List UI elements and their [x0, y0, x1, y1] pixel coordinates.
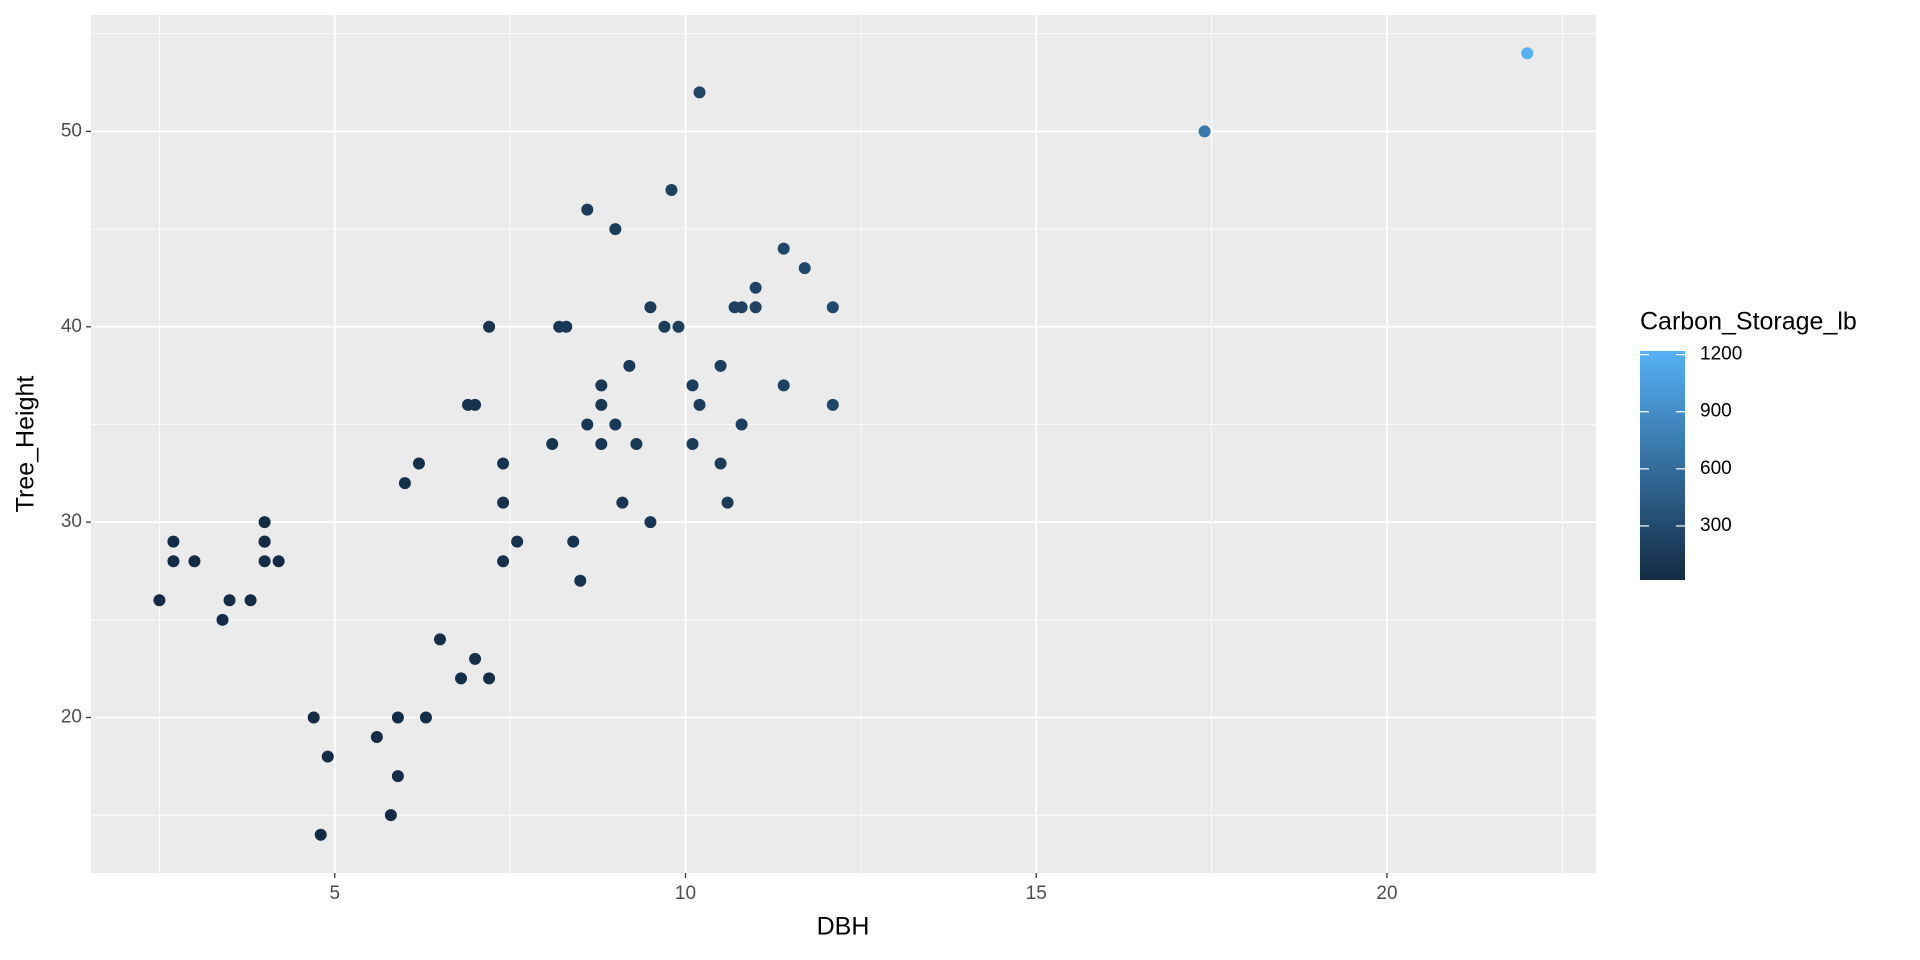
point — [188, 555, 201, 568]
point — [216, 613, 229, 626]
point — [714, 359, 727, 372]
point — [609, 418, 622, 431]
point — [644, 301, 657, 314]
point — [735, 418, 748, 431]
y-tick-label: 40 — [61, 316, 82, 337]
point — [398, 477, 411, 490]
point — [595, 398, 608, 411]
point — [1521, 47, 1534, 60]
point — [623, 359, 636, 372]
legend-label: 300 — [1700, 515, 1732, 536]
point — [630, 438, 643, 450]
point — [595, 379, 608, 392]
point — [1198, 125, 1211, 138]
legend-label: 1200 — [1700, 344, 1742, 365]
point — [798, 262, 811, 275]
point — [258, 516, 271, 529]
point — [574, 574, 587, 587]
point — [511, 535, 524, 548]
point — [721, 496, 734, 509]
point — [412, 457, 425, 470]
point — [595, 438, 608, 450]
point — [391, 770, 404, 783]
panel — [91, 15, 1596, 873]
point — [826, 301, 839, 314]
point — [714, 457, 727, 470]
point — [665, 184, 678, 197]
point — [258, 555, 271, 568]
point — [384, 809, 397, 822]
point — [672, 320, 685, 333]
point — [616, 496, 629, 509]
colorbar — [1640, 351, 1685, 580]
point — [581, 203, 594, 216]
point — [307, 711, 320, 724]
point — [560, 320, 573, 333]
point — [658, 320, 671, 333]
point — [693, 86, 706, 99]
point — [223, 594, 236, 607]
x-axis-title: DBH — [817, 913, 870, 941]
y-tick-label: 20 — [61, 707, 82, 728]
y-tick-label: 50 — [61, 120, 82, 141]
point — [153, 594, 166, 607]
y-axis-title: Tree_Height — [12, 376, 40, 513]
point — [693, 398, 706, 411]
point — [483, 672, 496, 685]
x-tick-label: 5 — [329, 883, 340, 904]
point — [749, 301, 762, 314]
point — [469, 398, 482, 411]
point — [370, 731, 383, 744]
point — [546, 438, 559, 450]
point — [686, 379, 699, 392]
legend-label: 900 — [1700, 401, 1732, 422]
point — [419, 711, 432, 724]
point — [167, 535, 180, 548]
x-tick-label: 15 — [1026, 883, 1047, 904]
point — [497, 496, 510, 509]
legend-title: Carbon_Storage_lb — [1640, 308, 1857, 336]
y-tick-label: 30 — [61, 511, 82, 532]
x-tick-label: 20 — [1376, 883, 1397, 904]
point — [567, 535, 580, 548]
point — [686, 438, 699, 450]
point — [321, 750, 334, 763]
point — [244, 594, 257, 607]
point — [777, 379, 790, 392]
point — [777, 242, 790, 255]
point — [258, 535, 271, 548]
point — [314, 828, 327, 841]
point — [735, 301, 748, 314]
x-tick-label: 10 — [675, 883, 696, 904]
point — [455, 672, 468, 685]
legend-label: 600 — [1700, 458, 1732, 479]
point — [167, 555, 180, 568]
point — [644, 516, 657, 529]
point — [433, 633, 446, 646]
point — [826, 398, 839, 411]
point — [469, 652, 482, 665]
point — [391, 711, 404, 724]
point — [272, 555, 285, 568]
point — [749, 281, 762, 294]
point — [609, 223, 622, 236]
point — [497, 555, 510, 568]
point — [497, 457, 510, 470]
point — [483, 320, 496, 333]
point — [581, 418, 594, 431]
